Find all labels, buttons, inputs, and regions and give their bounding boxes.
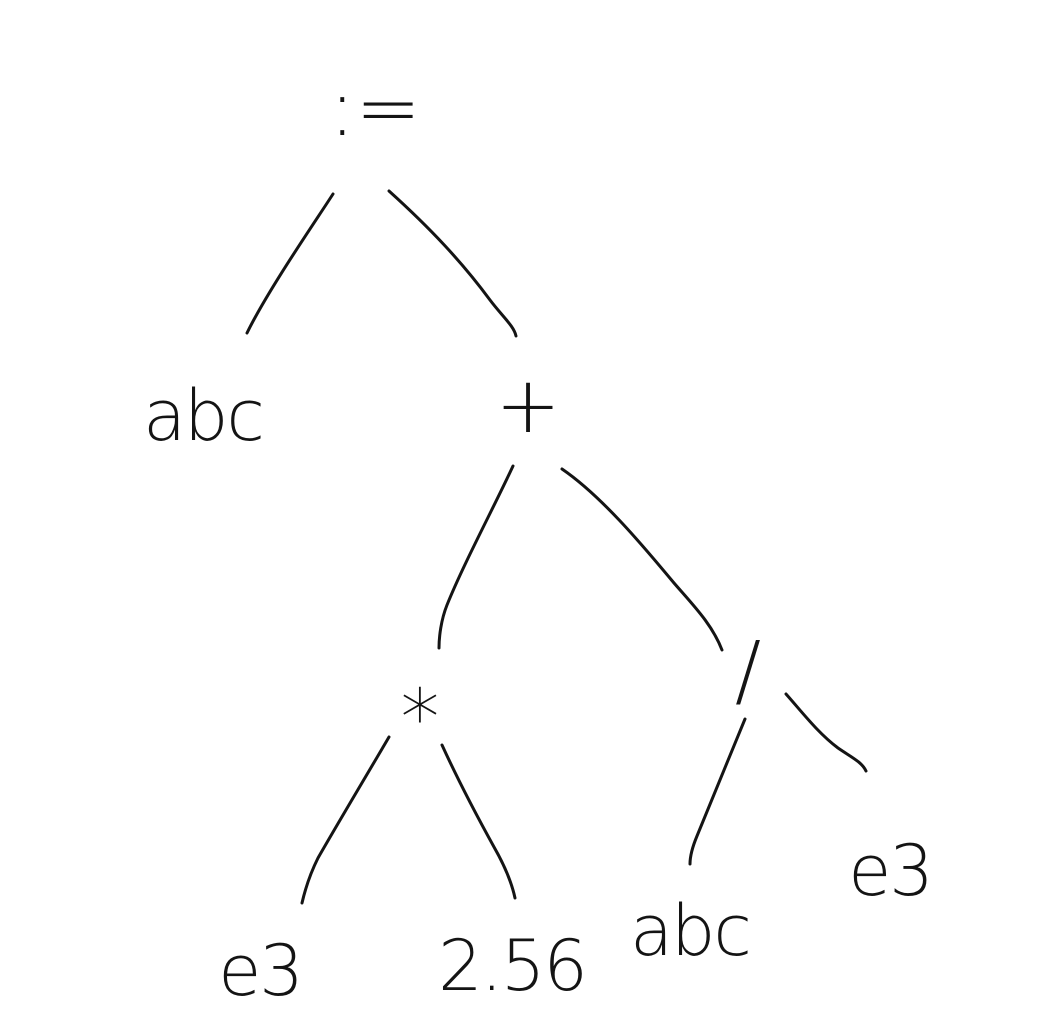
edge-multiply-to-2-56: [440, 743, 517, 900]
node-2-56: 2.56: [438, 925, 588, 1007]
node-multiply-label: *: [401, 674, 440, 764]
node-multiply: *: [401, 674, 440, 764]
node-assign: :=: [329, 64, 421, 154]
node-2-56-label: 2.56: [438, 925, 586, 1007]
node-abc-left: abc: [143, 375, 265, 457]
node-e3-right-label: e3: [848, 830, 932, 912]
edge-assign-to-plus: [387, 189, 518, 338]
edge-assign-to-abc: [245, 192, 335, 335]
node-divide: /: [735, 626, 761, 716]
node-divide-label: /: [735, 626, 761, 716]
node-plus: +: [495, 361, 560, 451]
node-abc-left-label: abc: [143, 375, 263, 457]
edge-plus-to-divide: [560, 467, 724, 652]
node-e3-left: e3: [218, 930, 304, 1012]
node-assign-label: :=: [329, 64, 421, 154]
edge-plus-to-multiply: [437, 464, 515, 650]
node-e3-right: e3: [848, 830, 934, 912]
node-abc-right-label: abc: [630, 890, 750, 972]
node-e3-left-label: e3: [218, 930, 302, 1012]
edge-divide-to-abc: [688, 717, 747, 866]
node-plus-label: +: [495, 361, 560, 451]
node-abc-right: abc: [630, 890, 752, 972]
edge-multiply-to-e3: [300, 735, 391, 905]
edge-divide-to-e3: [784, 692, 868, 773]
